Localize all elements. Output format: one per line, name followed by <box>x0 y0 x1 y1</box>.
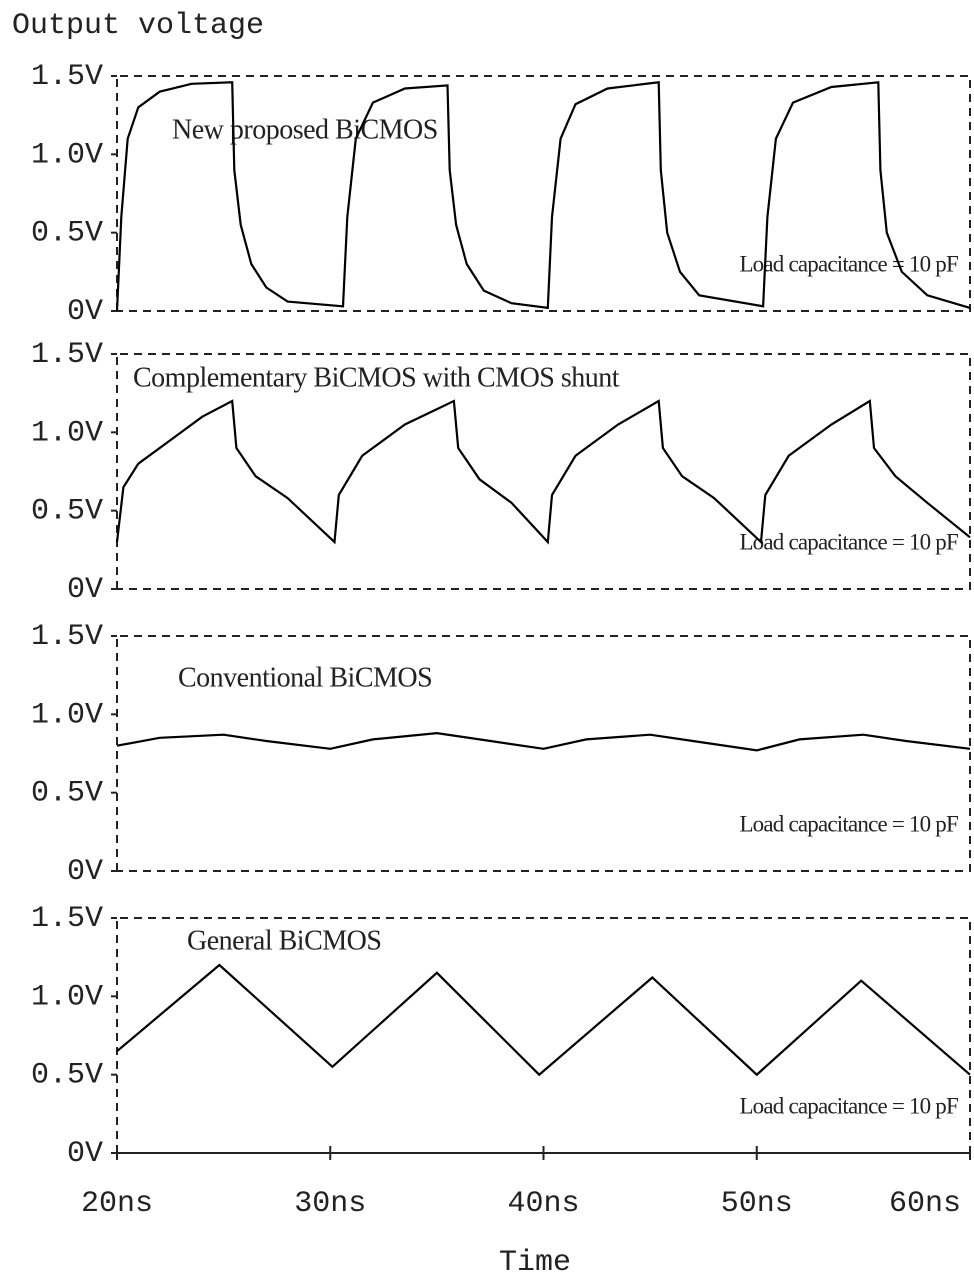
panel-title: General BiCMOS <box>187 925 381 956</box>
annotation: Load capacitance = 10 pF <box>739 811 958 836</box>
y-tick-label: 1.5V <box>31 620 103 654</box>
plot-frame <box>116 917 971 1153</box>
y-tick-label: 1.0V <box>31 980 103 1014</box>
panel-title: Complementary BiCMOS with CMOS shunt <box>133 362 620 393</box>
y-tick-label: 0V <box>67 855 103 889</box>
line-series <box>115 81 971 312</box>
line-series <box>116 731 971 752</box>
annotation: Load capacitance = 10 pF <box>739 251 958 276</box>
line-series <box>115 399 971 545</box>
annotation: Load capacitance = 10 pF <box>739 529 958 554</box>
y-tick-label: 1.5V <box>31 902 103 936</box>
y-tick-label: 0.5V <box>31 217 103 251</box>
y-tick-label: 1.5V <box>31 60 103 94</box>
y-axis-label: Output voltage <box>12 9 264 43</box>
x-axis-label: Time <box>499 1246 571 1279</box>
x-tick-label: 60ns <box>889 1187 961 1221</box>
annotation: Load capacitance = 10 pF <box>739 1093 958 1118</box>
y-tick-label: 1.0V <box>31 416 103 450</box>
line-series <box>116 963 971 1077</box>
x-tick-label: 20ns <box>81 1187 153 1221</box>
y-tick-label: 1.0V <box>31 698 103 732</box>
y-tick-label: 0.5V <box>31 777 103 811</box>
y-tick-label: 1.0V <box>31 138 103 172</box>
y-tick-label: 0V <box>67 295 103 329</box>
x-tick-label: 40ns <box>507 1187 579 1221</box>
y-tick-label: 0V <box>67 573 103 607</box>
y-tick-label: 0.5V <box>31 1059 103 1093</box>
x-tick-label: 50ns <box>721 1187 793 1221</box>
y-tick-label: 0V <box>67 1137 103 1171</box>
y-tick-label: 0.5V <box>31 495 103 529</box>
y-tick-label: 1.5V <box>31 338 103 372</box>
panel-title: New proposed BiCMOS <box>172 114 438 145</box>
x-tick-label: 30ns <box>294 1187 366 1221</box>
panel-title: Conventional BiCMOS <box>178 662 432 693</box>
